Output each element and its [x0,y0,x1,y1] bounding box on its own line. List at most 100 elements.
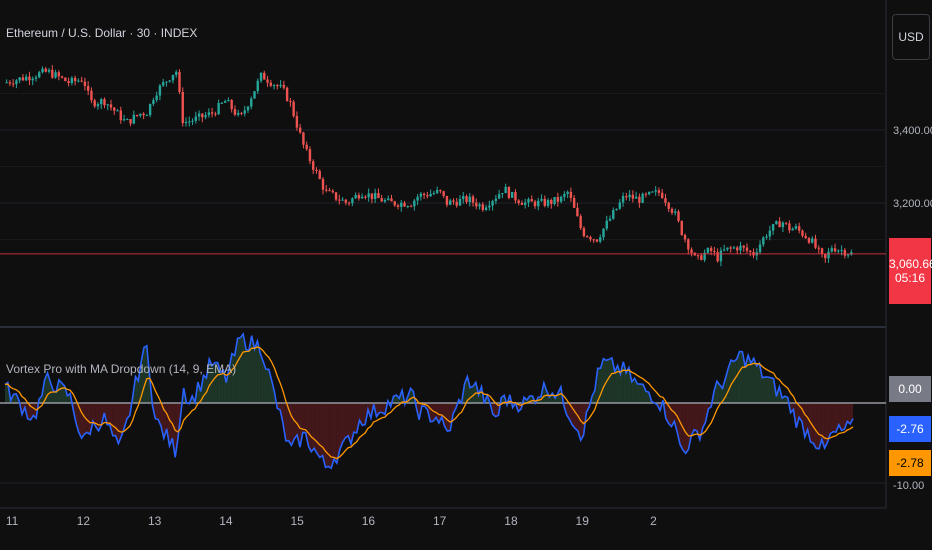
vortex-fill-segment [492,403,496,417]
candle-body [484,207,488,210]
candle-body [308,149,312,162]
vortex-fill-segment [294,403,298,439]
candle-body [18,77,21,81]
candle-body [736,247,739,251]
vortex-fill-segment [81,403,85,439]
candle-body [145,115,149,117]
vortex-fill-segment [311,403,315,452]
candle-body [788,223,791,231]
vortex-fill-segment [716,381,720,403]
vortex-fill-segment [679,403,683,450]
candle-body [295,116,299,128]
candle-body [491,201,494,206]
time-tick-label: 17 [433,514,447,528]
candle-body [817,247,820,249]
vortex-fill-segment [302,403,306,433]
candle-body [566,191,569,194]
candle-body [259,72,263,81]
candle-body [543,198,546,206]
vortex-fill-segment [379,403,383,413]
candle-body [47,69,51,72]
vortex-fill-segment [756,363,760,403]
candle-body [305,144,308,150]
candle-body [524,202,527,205]
candle-body [765,236,768,238]
vortex-fill-segment [447,403,451,432]
candle-body [494,198,498,202]
vortex-fill-segment [682,403,686,454]
vortex-fill-segment [597,368,601,403]
currency-button[interactable]: USD [892,14,930,60]
vortex-fill-segment [827,403,831,443]
vortex-fill-segment [748,355,751,403]
vortex-fill-segment [767,377,771,403]
candle-body [452,200,455,202]
candle-body [824,253,827,259]
candle-body [445,195,449,205]
candle-body [364,196,367,198]
vortex-fill-segment [314,403,317,454]
price-tick-label: 3,200.00 [893,198,932,210]
vortex-fill-segment [362,403,366,426]
vortex-fill-segment [237,337,241,403]
vortex-fill-segment [759,363,763,403]
candle-body [21,77,25,81]
candle-body [204,115,207,118]
vortex-fill-segment [694,403,698,432]
candle-body [768,230,772,237]
candle-body [784,222,788,224]
candle-body [749,250,752,252]
candle-body [722,249,726,251]
time-tick-label: 11 [6,514,19,528]
candle-body [696,255,700,257]
indicator-title[interactable]: Vortex Pro with MA Dropdown (14, 9, EMA) [6,362,237,376]
candle-body [608,218,612,221]
candle-body [778,221,781,228]
candle-body [501,193,504,195]
vortex-fill-segment [606,359,610,403]
candle-body [132,114,136,124]
vortex-fill-segment [841,403,845,431]
candle-body [34,77,38,79]
candle-body [194,116,197,121]
vortex-fill-segment [614,365,618,403]
candle-body [553,197,556,204]
vortex-fill-segment [719,384,723,403]
vortex-fill-segment [660,400,663,411]
zero-line-tag: 0.00 [889,376,931,402]
candle-body [383,199,387,202]
time-tick-label: 18 [504,514,518,528]
candle-body [28,76,31,81]
vortex-fill-segment [257,340,261,403]
candle-body [256,80,259,92]
candle-body [599,237,602,242]
candle-body [654,190,657,192]
vortex-fill-segment [643,384,646,403]
vortex-fill-segment [160,403,164,439]
vortex-fill-segment [739,351,743,403]
time-tick-label: 19 [576,514,590,528]
vortex-fill-segment [697,403,700,440]
candle-body [338,199,341,201]
candle-body [67,81,70,84]
candle-body [729,247,732,249]
vortex-fill-segment [107,403,110,425]
candle-body [148,103,152,116]
candle-body [514,191,517,201]
ma-value-tag: -2.78 [889,450,931,476]
price-tick-label: 3,400.00 [893,125,932,137]
vortex-fill-segment [212,362,215,403]
candle-body [243,110,246,114]
candle-body [96,104,100,107]
candle-body [44,68,47,72]
candle-body [403,202,406,207]
candle-body [142,113,145,116]
vortex-fill-segment [348,403,352,444]
candle-body [615,208,618,211]
countdown-label: 05:16 [894,271,926,285]
candle-body [449,200,452,205]
vortex-fill-segment [444,403,448,432]
candle-body [465,196,468,203]
vortex-fill-segment [671,403,675,427]
vortex-fill-segment [209,359,213,403]
